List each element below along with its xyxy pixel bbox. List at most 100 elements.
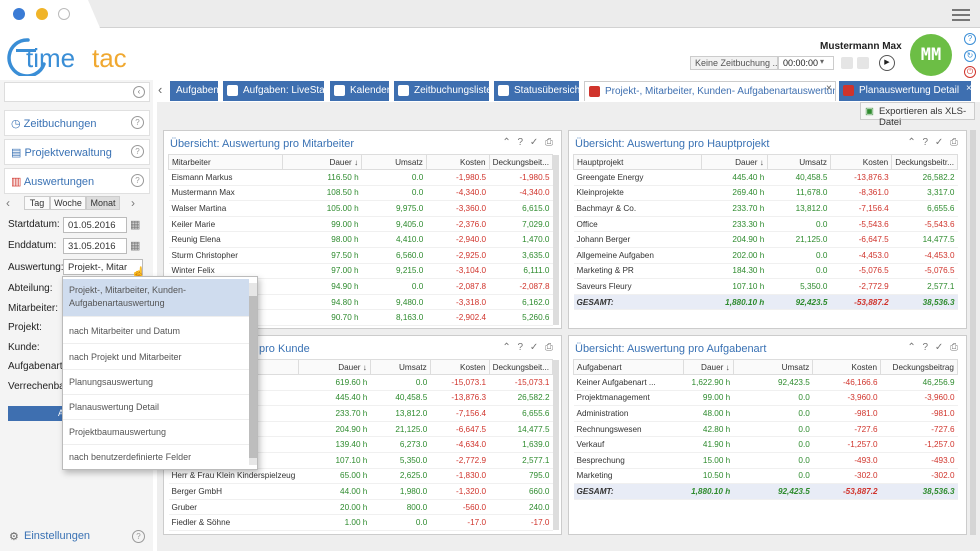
column-header[interactable]: Umsatz — [732, 359, 814, 375]
table-row[interactable]: Marketing & PR 184.30 h 0.0 -5,076.5 -5,076.… — [573, 263, 958, 280]
panel-tool-icons[interactable]: ⌃ ? ✓ ⎙ — [907, 342, 960, 353]
table-row[interactable]: Besprechung 15.00 h 0.0 -493.0 -493.0 — [573, 452, 958, 469]
prev-period-icon[interactable]: ‹ — [6, 196, 10, 210]
table-row[interactable]: Verkauf 41.90 h 0.0 -1,257.0 -1,257.0 — [573, 436, 958, 453]
column-header[interactable]: Dauer ↓ — [701, 154, 768, 170]
table-row[interactable]: Marketing 10.50 h 0.0 -302.0 -302.0 — [573, 468, 958, 485]
tab-statusuebersicht[interactable]: Statusübersicht — [494, 81, 579, 101]
column-header[interactable]: Deckungsbeit... — [488, 359, 554, 375]
column-header[interactable]: Deckungsbeitrag — [880, 359, 958, 375]
question-icon[interactable]: ? — [132, 530, 145, 543]
column-header[interactable]: Dauer ↓ — [297, 359, 371, 375]
sidebar-item-projektverwaltung[interactable]: ▤ Projektverwaltung ? — [4, 139, 150, 165]
column-header[interactable]: Aufgabenart — [573, 359, 684, 375]
tab-aufgaben-livestart[interactable]: Aufgaben: LiveStart — [223, 81, 324, 101]
window-minimize-dot[interactable] — [36, 8, 48, 20]
startdatum-input[interactable]: 01.05.2016 — [63, 217, 127, 233]
column-header[interactable]: Deckungsbeitr... — [891, 154, 958, 170]
column-header[interactable]: Kosten — [425, 154, 490, 170]
dropdown-scroll-thumb[interactable] — [249, 296, 257, 458]
panel-tool-icons[interactable]: ⌃ ? ✓ ⎙ — [502, 137, 555, 148]
panel-tool-icons[interactable]: ⌃ ? ✓ ⎙ — [907, 137, 960, 148]
question-icon[interactable]: ? — [131, 145, 144, 158]
menu-icon[interactable] — [952, 6, 970, 24]
collapse-icon[interactable]: ‹ — [133, 86, 145, 98]
close-icon[interactable]: × — [966, 83, 972, 94]
apply-button[interactable]: A — [8, 406, 68, 421]
column-header[interactable]: Dauer ↓ — [682, 359, 734, 375]
table-row[interactable]: Kleinprojekte 269.40 h 11,678.0 -8,361.0 3,3… — [573, 185, 958, 202]
table-row[interactable]: Walser Martina 105.00 h 9,975.0 -3,360.0 6,6… — [168, 200, 553, 217]
column-header[interactable]: Dauer ↓ — [281, 154, 363, 170]
window-close-dot[interactable] — [13, 8, 25, 20]
tabs-scroll-left-icon[interactable]: ‹ — [158, 82, 163, 97]
dropdown-option[interactable]: Projekt-, Mitarbeiter, Kunden-Aufgabenar… — [63, 279, 249, 317]
dropdown-option[interactable]: Planauswertung Detail — [63, 395, 249, 420]
next-period-icon[interactable]: › — [131, 196, 135, 210]
dropdown-option[interactable]: Planungsauswertung — [63, 370, 249, 395]
question-icon[interactable]: ? — [131, 116, 144, 129]
table-row[interactable]: Projektmanagement 99.00 h 0.0 -3,960.0 -3,96… — [573, 390, 958, 407]
logout-icon[interactable]: ⏻ — [964, 66, 976, 78]
column-header[interactable]: Kosten — [812, 359, 882, 375]
column-header[interactable]: Hauptprojekt — [572, 154, 703, 170]
table-row[interactable]: Fiedler & Söhne 1.00 h 0.0 -17.0 -17.0 — [168, 514, 553, 531]
dropdown-option[interactable]: Projektbaumauswertung — [63, 420, 249, 445]
play-icon[interactable]: ▶ — [879, 55, 895, 71]
tab-projekt-auswertung[interactable]: Projekt-, Mitarbeiter, Kunden- Aufgabena… — [584, 81, 836, 101]
table-row[interactable]: Allgemeine Aufgaben 202.00 h 0.0 -4,453.0 -4… — [573, 247, 958, 264]
table-row[interactable]: Greengate Energy 445.40 h 40,458.5 -13,876.… — [573, 169, 958, 186]
dropdown-option[interactable]: nach Projekt und Mitarbeiter — [63, 344, 249, 370]
content-scrollbar[interactable] — [970, 130, 976, 535]
tab-kalender[interactable]: Kalender — [330, 81, 389, 101]
table-row[interactable]: Johann Berger 204.90 h 21,125.0 -6,647.5 14,… — [573, 231, 958, 248]
table-row[interactable]: Office 233.30 h 0.0 -5,543.6 -5,543.6 — [573, 216, 958, 233]
pause-icon[interactable] — [857, 57, 869, 69]
column-header[interactable]: Umsatz — [361, 154, 427, 170]
enddatum-input[interactable]: 31.05.2016 — [63, 238, 127, 254]
question-icon[interactable]: ? — [131, 174, 144, 187]
avatar[interactable]: MM — [910, 34, 952, 76]
sidebar-item-auswertungen[interactable]: ▥ Auswertungen ? — [4, 168, 150, 194]
table-row[interactable]: Keiner Aufgabenart ... 1,622.90 h 92,423.5… — [573, 374, 958, 391]
seg-tag[interactable]: Tag — [24, 196, 50, 210]
dropdown-option[interactable]: nach benutzerdefinierte Felder — [69, 452, 192, 462]
column-header[interactable]: Mitarbeiter — [168, 154, 283, 170]
table-row[interactable]: Eismann Markus 116.50 h 0.0 -1,980.5 -1,980.… — [168, 169, 553, 186]
column-header[interactable]: Umsatz — [766, 154, 831, 170]
table-row[interactable]: Herr & Frau Klein Kinderspielzeug 65.00 h… — [168, 468, 553, 485]
close-icon[interactable]: × — [826, 83, 832, 94]
auswertung-select[interactable]: Projekt-, Mitar — [63, 259, 143, 275]
export-xls-button[interactable]: ▣ Exportieren als XLS-Datei — [860, 102, 975, 128]
scrollbar[interactable] — [553, 155, 559, 325]
tab-zeitbuchungsliste[interactable]: Zeitbuchungsliste — [394, 81, 489, 101]
tracking-status[interactable]: Keine Zeitbuchung ... — [690, 56, 778, 70]
einstellungen-link[interactable]: ⚙ Einstellungen ? — [4, 527, 150, 547]
column-header[interactable]: Umsatz — [369, 359, 431, 375]
seg-monat[interactable]: Monat — [86, 196, 120, 210]
table-row[interactable]: Rechnungswesen 42.80 h 0.0 -727.6 -727.6 — [573, 421, 958, 438]
table-row[interactable]: Reunig Elena 98.00 h 4,410.0 -2,940.0 1,470.… — [168, 231, 553, 248]
table-row[interactable]: Bachmayr & Co. 233.70 h 13,812.0 -7,156.4 6,… — [573, 200, 958, 217]
calendar-icon[interactable]: ▦ — [130, 219, 141, 231]
table-row[interactable]: Berger GmbH 44.00 h 1,980.0 -1,320.0 660.0 — [168, 483, 553, 500]
table-row[interactable]: Keiler Marie 99.00 h 9,405.0 -2,376.0 7,029.… — [168, 216, 553, 233]
table-row[interactable]: Saveurs Fleury 107.10 h 5,350.0 -2,772.9 2,5… — [573, 278, 958, 295]
stop-icon[interactable] — [841, 57, 853, 69]
table-row[interactable]: Sturm Christopher 97.50 h 6,560.0 -2,925.0 3… — [168, 247, 553, 264]
table-row[interactable]: 204.90 h 21,125.0 -6,647.5 14,477.5 — [168, 421, 553, 438]
dropdown-option[interactable]: nach Mitarbeiter und Datum — [63, 318, 249, 344]
tab-planauswertung-detail[interactable]: Planauswertung Detail — [839, 81, 971, 101]
tab-aufgaben[interactable]: Aufgaben — [170, 81, 218, 101]
table-row[interactable]: Administration 48.00 h 0.0 -981.0 -981.0 — [573, 405, 958, 422]
seg-woche[interactable]: Woche — [50, 196, 86, 210]
chevron-down-icon[interactable]: ▾ — [820, 57, 825, 66]
table-row[interactable]: Mustermann Max 108.50 h 0.0 -4,340.0 -4,340.… — [168, 185, 553, 202]
column-header[interactable]: Kosten — [429, 359, 490, 375]
table-row[interactable]: Gruber 20.00 h 800.0 -560.0 240.0 — [168, 499, 553, 516]
window-maximize-dot[interactable] — [58, 8, 70, 20]
refresh-icon[interactable]: ↻ — [964, 50, 976, 62]
column-header[interactable]: Kosten — [829, 154, 893, 170]
sidebar-item-zeitbuchungen[interactable]: ◷ Zeitbuchungen ? — [4, 110, 150, 136]
column-header[interactable]: Deckungsbeit... — [488, 154, 554, 170]
